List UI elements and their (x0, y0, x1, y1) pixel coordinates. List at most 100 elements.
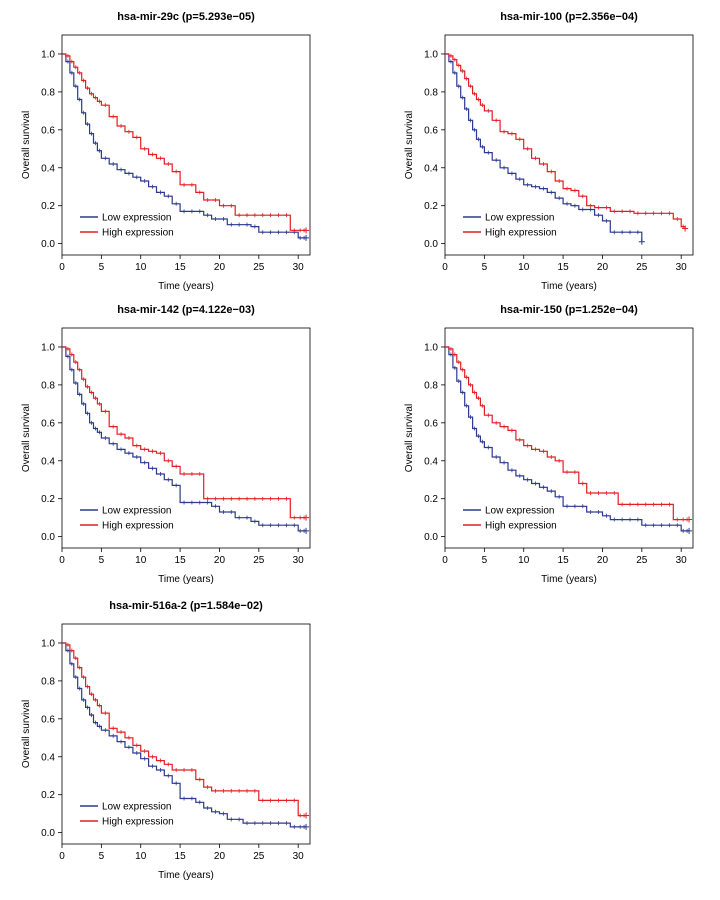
censor-mark (197, 800, 202, 805)
censor-mark (229, 496, 234, 501)
censor-mark (89, 390, 94, 395)
censor-mark (97, 703, 102, 708)
censor-mark (460, 95, 465, 100)
censor-mark (456, 379, 461, 384)
censor-mark (502, 460, 507, 465)
censor-mark (572, 470, 577, 475)
censor-mark (221, 216, 226, 221)
censor-mark (494, 420, 499, 425)
x-axis-label: Time (years) (541, 281, 597, 292)
y-tick-label: 0.0 (424, 239, 438, 250)
censor-mark (549, 454, 554, 459)
censor-mark (150, 449, 155, 454)
censor-mark (276, 798, 281, 803)
censor-mark (103, 436, 108, 440)
y-axis-label: Overall survival (21, 700, 32, 768)
series-line-high-expression (62, 53, 307, 231)
censor-mark (517, 437, 522, 442)
x-tick-label: 20 (214, 262, 226, 273)
y-tick-label: 0.4 (41, 163, 55, 174)
legend-label-high-expression: High expression (485, 521, 557, 532)
y-tick-label: 0.2 (424, 201, 438, 212)
x-tick-label: 15 (175, 555, 187, 566)
censor-mark (158, 156, 163, 161)
censor-mark (69, 661, 74, 666)
censor-mark (166, 477, 171, 482)
x-tick-label: 5 (99, 851, 105, 862)
censor-mark (134, 743, 139, 748)
censor-mark (476, 396, 481, 401)
legend-label-high-expression: High expression (102, 817, 174, 828)
censor-mark (612, 230, 617, 235)
censor-mark (472, 91, 477, 96)
censor-mark (452, 352, 457, 357)
censor-mark (494, 158, 499, 163)
censor-mark (93, 141, 98, 146)
censor-mark (260, 230, 265, 235)
censor-mark (549, 169, 554, 174)
x-tick-label: 5 (99, 555, 105, 566)
censor-mark (565, 470, 570, 475)
censor-mark (651, 502, 656, 507)
censor-mark (89, 91, 94, 96)
censor-mark (245, 788, 250, 793)
y-axis-label: Overall survival (21, 404, 32, 472)
censor-mark (292, 798, 297, 803)
censor-mark (182, 182, 187, 187)
censor-mark (166, 762, 171, 767)
censor-mark-end (303, 823, 310, 830)
censor-mark (588, 207, 593, 212)
censor-mark (126, 171, 131, 176)
censor-mark (150, 466, 155, 471)
censor-mark (245, 496, 250, 501)
y-axis-label: Overall survival (21, 111, 32, 179)
censor-mark (182, 209, 187, 214)
censor-mark (260, 523, 265, 528)
censor-mark (565, 186, 570, 191)
y-tick-label: 0.8 (424, 87, 438, 98)
censor-mark (572, 188, 577, 193)
censor-mark (604, 205, 609, 210)
censor-mark (494, 454, 499, 459)
censor-mark (260, 798, 265, 803)
censor-mark (103, 409, 108, 414)
legend-label-high-expression: High expression (485, 228, 557, 239)
censor-mark (134, 135, 139, 140)
censor-mark (103, 156, 108, 161)
censor-mark (85, 705, 90, 710)
y-tick-label: 0.6 (424, 418, 438, 429)
censor-mark (468, 118, 473, 123)
censor-mark (268, 523, 273, 528)
censor-mark (237, 213, 242, 218)
censor-mark (142, 146, 147, 151)
censor-mark (65, 53, 70, 58)
censor-mark (659, 502, 664, 507)
censor-mark (517, 473, 522, 478)
censor-mark (134, 750, 139, 755)
censor-mark (565, 504, 570, 509)
censor-mark (472, 127, 477, 132)
censor-mark (292, 523, 297, 528)
censor-mark (97, 724, 102, 729)
censor-mark (93, 720, 98, 725)
censor-mark (111, 424, 116, 429)
censor-mark (557, 494, 562, 499)
censor-mark (635, 230, 640, 235)
censor-mark (541, 485, 546, 490)
censor-mark (142, 460, 147, 465)
x-tick-label: 30 (676, 262, 688, 273)
censor-mark (298, 528, 303, 533)
censor-mark (472, 426, 477, 431)
y-tick-label: 1.0 (41, 49, 55, 60)
censor-mark (486, 413, 491, 418)
censor-mark (596, 213, 601, 218)
censor-mark (189, 182, 194, 187)
x-axis-label: Time (years) (158, 574, 214, 585)
censor-mark (245, 213, 250, 218)
censor-mark (77, 367, 82, 372)
censor-mark (111, 114, 116, 119)
censor-mark (620, 209, 625, 214)
censor-mark (284, 798, 289, 803)
censor-mark (89, 713, 94, 718)
censor-mark (205, 198, 210, 202)
